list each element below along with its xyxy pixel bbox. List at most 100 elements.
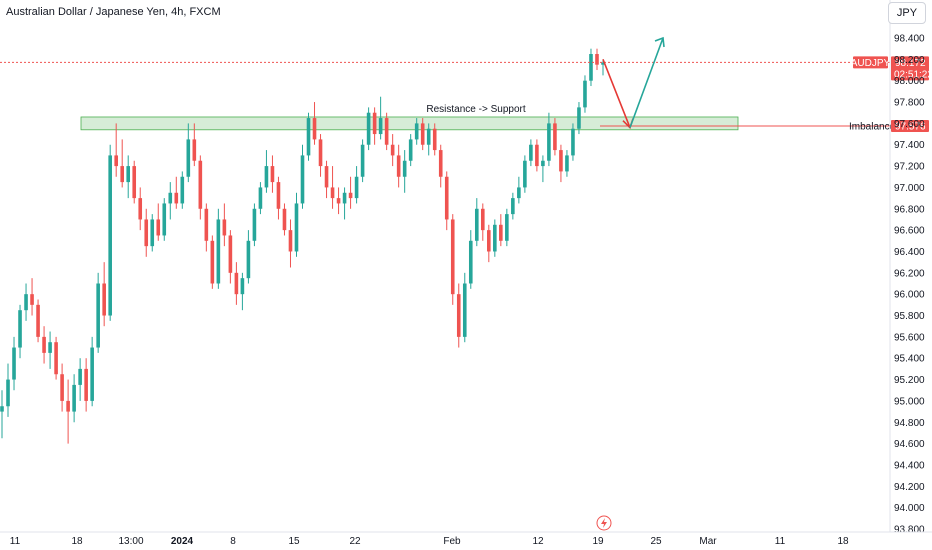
candle-body <box>589 54 593 81</box>
candle-body <box>553 123 557 151</box>
candle-body <box>505 214 509 241</box>
candle-body <box>198 160 203 209</box>
candle-body <box>42 336 46 353</box>
candle-body <box>300 155 305 204</box>
price-tick-label: 95.200 <box>894 375 925 386</box>
candle-body <box>348 192 353 199</box>
candle-body <box>12 347 16 380</box>
time-tick-label: 13:00 <box>118 536 143 547</box>
time-tick-label: 12 <box>532 536 544 547</box>
time-tick-label: 8 <box>230 536 236 547</box>
price-tick-label: 97.400 <box>894 140 925 151</box>
candle-body <box>96 283 100 348</box>
candle-body <box>330 187 335 199</box>
candle-body <box>150 219 155 247</box>
candle-body <box>354 176 359 199</box>
candle-body <box>577 107 581 129</box>
candle-body <box>571 128 575 156</box>
lightning-icon <box>601 518 607 528</box>
candle-body <box>372 112 377 135</box>
candle-body <box>390 144 395 156</box>
last-price-tag <box>891 56 929 81</box>
candle-body <box>294 203 299 252</box>
candle-body <box>493 224 497 252</box>
candle-body <box>138 198 143 220</box>
price-tick-label: 93.800 <box>894 525 925 536</box>
candle-body <box>36 304 40 337</box>
candle-body <box>216 219 221 284</box>
candle-body <box>180 176 185 204</box>
candle-body <box>559 150 563 172</box>
symbol-tag <box>853 56 888 69</box>
price-tick-label: 96.400 <box>894 247 925 258</box>
price-axis[interactable]: 93.800 94.000 94.200 94.400 94.600 94.800 95.0… <box>889 0 925 536</box>
candle-body <box>306 118 311 156</box>
price-tick-label: 96.000 <box>894 290 925 301</box>
candle-body <box>432 128 437 151</box>
candle-body <box>30 294 34 305</box>
currency-button[interactable]: JPY <box>888 2 926 24</box>
candle-body <box>156 219 161 236</box>
candle-body <box>583 80 587 108</box>
candle-body <box>523 160 527 188</box>
candle-body <box>595 54 599 65</box>
candle-body <box>450 219 455 295</box>
candle-body <box>342 192 347 204</box>
candle-body <box>384 118 389 145</box>
projection-up-arrow <box>629 37 664 128</box>
candle-body <box>288 230 293 252</box>
zone-label: Resistance -> Support <box>426 104 525 115</box>
time-tick-label: 15 <box>288 536 300 547</box>
candle-body <box>120 166 125 183</box>
candle-body <box>84 368 88 401</box>
candle-body <box>420 123 425 145</box>
zone-layer: Resistance -> Support <box>80 104 739 131</box>
time-tick-label: 22 <box>349 536 361 547</box>
candle-body <box>535 144 539 167</box>
time-axis[interactable]: 11 18 13:00 2024 8 15 22 Feb 12 19 25 Mar 11 18 <box>0 531 932 547</box>
candle-body <box>174 192 179 204</box>
projection-up-arrowhead <box>654 36 665 48</box>
candle-body <box>360 144 365 177</box>
candle-body <box>228 235 233 273</box>
candle-body <box>54 342 58 375</box>
candle-body <box>24 294 28 311</box>
price-tick-label: 94.200 <box>894 482 925 493</box>
candle-body <box>66 400 70 412</box>
price-tick-label: 94.800 <box>894 418 925 429</box>
candle-body <box>234 272 239 295</box>
candle-body <box>426 128 431 145</box>
price-tick-label: 94.000 <box>894 503 925 514</box>
candle-body <box>108 155 112 316</box>
candle-body <box>462 283 467 337</box>
candle-body <box>276 182 281 209</box>
time-tick-label: Mar <box>699 536 717 547</box>
price-tick-label: 98.400 <box>894 34 925 45</box>
candle-body <box>324 166 329 188</box>
candle-body <box>48 342 52 353</box>
time-tick-label: 2024 <box>171 536 194 547</box>
candle-body <box>270 166 275 183</box>
imbalance-label: Imbalance <box>849 121 896 132</box>
imbalance-price-tag <box>891 119 929 132</box>
price-tick-label: 96.200 <box>894 268 925 279</box>
candle-body <box>0 406 4 412</box>
time-tick-label: 18 <box>71 536 83 547</box>
resistance-support-zone <box>80 116 739 131</box>
candle-body <box>474 208 479 241</box>
candle-body <box>378 118 383 135</box>
candle-body <box>396 155 401 177</box>
candle-body <box>480 208 485 231</box>
candle-body <box>222 219 227 236</box>
candle-body <box>336 198 341 204</box>
chart-title: Australian Dollar / Japanese Yen, 4h, FX… <box>6 6 221 18</box>
price-tick-label: 95.000 <box>894 396 925 407</box>
candle-body <box>468 240 473 284</box>
candle-body <box>408 139 413 161</box>
price-tick-label: 95.800 <box>894 311 925 322</box>
countdown-timer: 02:51:22 <box>894 69 932 80</box>
candle-body <box>456 294 461 337</box>
candle-body <box>6 379 10 407</box>
candle-body <box>565 155 569 172</box>
